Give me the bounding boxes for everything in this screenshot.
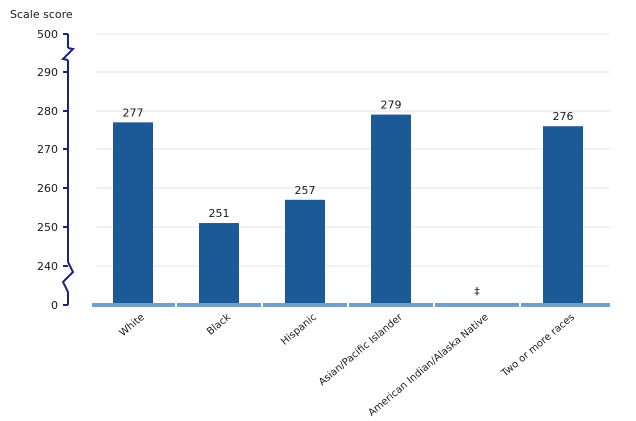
bar xyxy=(543,126,583,305)
bars xyxy=(113,114,583,305)
y-tick-label: 260 xyxy=(37,182,58,195)
bar xyxy=(113,122,153,305)
x-baseline xyxy=(92,303,610,307)
category-label: Two or more races xyxy=(499,312,577,380)
data-label: 277 xyxy=(123,106,144,119)
y-tick-labels: 500 290 280 270 260 250 240 0 xyxy=(37,28,58,312)
y-tick-label: 0 xyxy=(51,299,58,312)
y-tick-label: 500 xyxy=(37,28,58,41)
y-tick-label: 240 xyxy=(37,260,58,273)
axis-break-mark xyxy=(61,261,75,293)
gridlines xyxy=(96,33,610,267)
bar xyxy=(371,114,411,305)
x-axis-baseline xyxy=(92,302,610,308)
data-label: 279 xyxy=(381,99,402,112)
category-label: White xyxy=(118,312,147,339)
category-label: Hispanic xyxy=(279,312,319,348)
y-tick-label: 270 xyxy=(37,143,58,156)
data-labels: 277 251 257 279 ‡ 276 xyxy=(123,99,574,298)
y-tick-label: 250 xyxy=(37,221,58,234)
y-axis-title: Scale score xyxy=(10,8,73,21)
data-label: 276 xyxy=(553,110,574,123)
bar xyxy=(285,199,325,305)
data-label: ‡ xyxy=(474,285,480,298)
y-axis xyxy=(60,33,76,306)
y-tick-label: 290 xyxy=(37,66,58,79)
axis-break-mark xyxy=(60,47,76,61)
bar xyxy=(199,223,239,305)
data-label: 257 xyxy=(295,184,316,197)
category-label: Black xyxy=(205,312,233,338)
category-label: Asian/Pacific Islander xyxy=(317,311,406,388)
y-tick-label: 280 xyxy=(37,105,58,118)
data-label: 251 xyxy=(209,207,230,220)
